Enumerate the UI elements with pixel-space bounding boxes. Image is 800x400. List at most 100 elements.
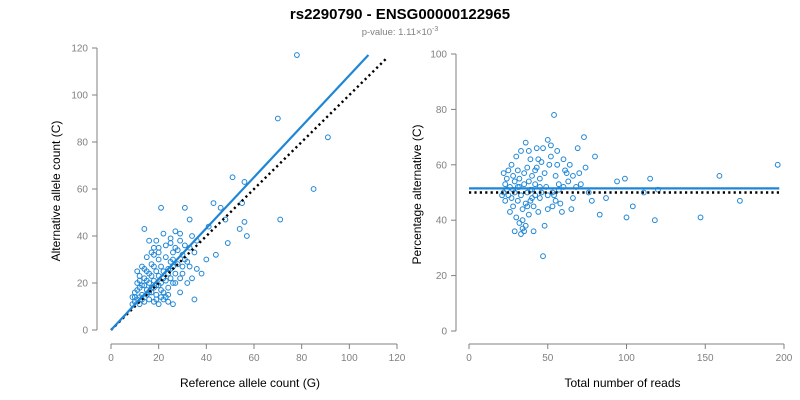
data-point [514,167,521,174]
x-tick-label: 0 [466,353,472,364]
data-point [525,211,532,218]
data-point [134,268,141,275]
data-point [552,197,559,204]
data-point [527,156,534,163]
y-tick-label: 100 [71,91,88,102]
data-point [158,204,164,211]
data-point [134,287,141,293]
data-point [212,251,219,258]
data-point [507,208,513,215]
data-point [172,228,179,235]
data-point [500,170,507,177]
data-point [603,195,609,201]
data-point [518,148,524,154]
data-point [541,222,548,229]
data-point [241,219,248,225]
data-point [519,206,526,213]
data-point [151,244,157,251]
data-point [165,270,172,277]
data-point [549,203,556,210]
data-point [148,273,155,279]
data-point [172,270,179,277]
data-point [324,134,331,141]
data-point [189,233,195,239]
data-point [774,161,781,168]
data-point [236,226,243,232]
data-point [538,189,545,196]
data-point [544,192,551,199]
data-point [532,181,539,188]
data-point [167,275,174,282]
data-point [274,115,281,122]
data-point [524,164,531,171]
data-point [136,273,143,279]
x-axis-label: Reference allele count (G) [180,376,320,390]
y-tick-label: 40 [77,232,89,243]
data-point [511,228,518,235]
data-point [153,268,160,275]
data-point [224,240,231,246]
data-point [146,296,153,303]
data-point [514,197,521,204]
data-point [155,244,162,251]
data-point [191,296,198,303]
data-point [170,301,176,308]
data-point [530,228,537,235]
data-point [172,280,179,286]
data-point [548,142,554,149]
data-point [647,175,654,182]
data-point [568,206,575,213]
data-point [574,145,581,152]
data-point [525,178,532,185]
data-point [519,217,526,224]
x-tick-label: 100 [618,353,635,364]
y-tick-label: 60 [436,160,448,171]
x-tick-label: 0 [108,353,114,364]
data-point [562,167,568,174]
data-point [155,256,162,263]
data-point [544,136,551,143]
data-point [155,249,162,256]
data-point [629,203,636,210]
y-tick-label: 80 [436,105,448,116]
data-point [174,261,181,268]
data-point [146,237,153,244]
y-axis-label: Percentage alternative (C) [410,124,424,264]
data-point [548,153,554,160]
data-point [198,270,205,277]
fit-line [110,54,370,331]
x-tick-label: 150 [697,353,714,364]
y-tick-label: 80 [77,138,89,149]
data-point [510,203,516,210]
data-point [737,197,743,204]
x-tick-label: 200 [776,353,793,364]
data-point [552,172,559,179]
data-point [557,200,564,207]
data-point [184,280,191,286]
data-point [158,294,164,301]
data-point [533,145,540,152]
data-point [136,277,143,284]
data-point [143,277,150,284]
data-point [577,181,584,188]
data-point [551,112,557,118]
data-point [153,296,160,303]
data-point [162,254,169,261]
data-point [143,254,150,261]
y-tick-label: 60 [77,185,89,196]
data-point [508,195,515,201]
data-point [170,280,176,286]
data-point [554,161,561,168]
data-point [536,175,543,182]
data-point [165,298,172,305]
data-point [294,52,300,58]
data-point [141,226,148,232]
data-point [521,228,528,235]
y-tick-label: 0 [82,326,88,337]
data-point [540,253,546,260]
p-value-exponent: -3 [432,26,438,33]
data-point [532,167,539,174]
data-point [576,170,583,177]
data-point [136,301,143,308]
data-point [697,214,704,221]
